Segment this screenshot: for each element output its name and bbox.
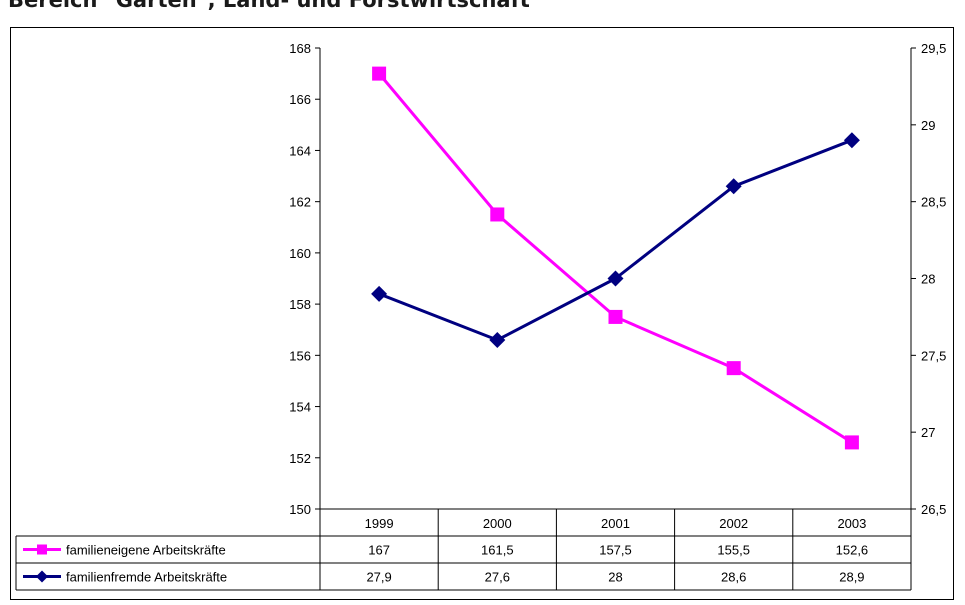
- data-point-square: [844, 435, 859, 450]
- y-left-tick-label: 164: [289, 143, 311, 158]
- data-point-diamond: [607, 270, 624, 287]
- legend-key-marker: [36, 570, 48, 583]
- data-point-diamond: [371, 285, 388, 302]
- data-table-value: 27,6: [485, 570, 510, 585]
- x-category-label: 1999: [365, 516, 394, 531]
- y-right-tick-label: 29: [921, 118, 935, 133]
- data-point-square: [608, 309, 623, 324]
- legend-series-name: familienfremde Arbeitskräfte: [66, 570, 227, 585]
- page-title: Bereich "Garten", Land- und Forstwirtsch…: [8, 0, 530, 12]
- y-left-tick-label: 150: [289, 502, 311, 517]
- y-left-tick-label: 154: [289, 400, 311, 415]
- legend-series-name: familieneigene Arbeitskräfte: [66, 543, 226, 558]
- chart-frame: 150 152 154 156 158 160 162 164 166 168 26,5 27 27,5…: [10, 27, 954, 600]
- data-table-value: 152,6: [836, 543, 869, 558]
- x-category-label: 2000: [483, 516, 512, 531]
- y-left-tick-label: 160: [289, 246, 311, 261]
- y-left-tick-label: 152: [289, 451, 311, 466]
- line-chart: 150 152 154 156 158 160 162 164 166 168 26,5 27 27,5…: [15, 41, 946, 591]
- y-right-tick-label: 28: [921, 272, 935, 287]
- data-point-square: [726, 361, 741, 376]
- data-table-value: 157,5: [599, 543, 632, 558]
- data-point-diamond: [725, 178, 742, 195]
- data-point-square: [490, 207, 505, 222]
- y-left-tick-label: 166: [289, 92, 311, 107]
- data-point-diamond: [843, 132, 860, 149]
- data-table-value: 161,5: [481, 543, 514, 558]
- y-left-tick-label: 156: [289, 348, 311, 363]
- x-category-label: 2001: [601, 516, 630, 531]
- y-right-tick-label: 26,5: [921, 502, 946, 517]
- y-right-tick-label: 29,5: [921, 41, 946, 56]
- data-table-value: 28: [608, 570, 622, 585]
- data-table-value: 155,5: [717, 543, 750, 558]
- y-right-tick-label: 28,5: [921, 195, 946, 210]
- y-right-tick-label: 27: [921, 425, 935, 440]
- data-point-square: [372, 66, 387, 81]
- data-table-value: 27,9: [366, 570, 391, 585]
- data-table-value: 28,9: [839, 570, 864, 585]
- y-left-tick-label: 162: [289, 195, 311, 210]
- data-point-diamond: [489, 331, 506, 348]
- legend-key-marker: [37, 544, 47, 555]
- data-table-value: 167: [368, 543, 390, 558]
- y-right-tick-label: 27,5: [921, 348, 946, 363]
- series-line: [377, 72, 853, 444]
- y-left-tick-label: 158: [289, 297, 311, 312]
- data-table-value: 28,6: [721, 570, 746, 585]
- x-category-label: 2003: [837, 516, 866, 531]
- y-left-tick-label: 168: [289, 41, 311, 56]
- x-category-label: 2002: [719, 516, 748, 531]
